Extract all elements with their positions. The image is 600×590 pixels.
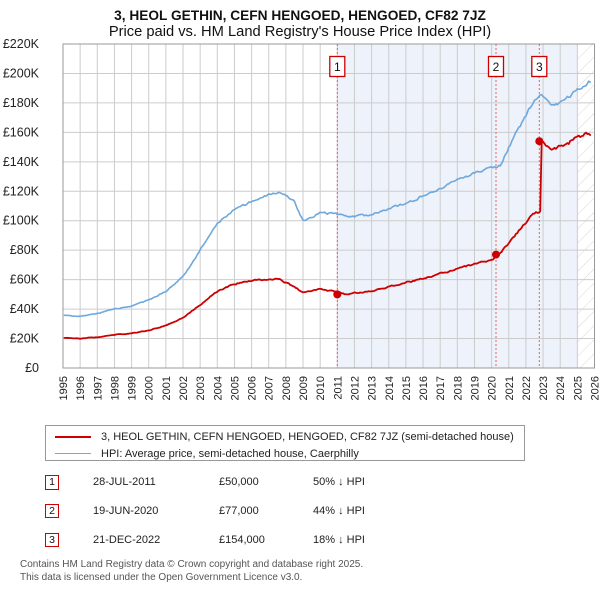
svg-text:2: 2 <box>493 60 500 74</box>
svg-text:2015: 2015 <box>401 376 413 400</box>
svg-text:2016: 2016 <box>418 376 430 400</box>
svg-text:2011: 2011 <box>332 376 344 400</box>
svg-text:2005: 2005 <box>229 376 241 400</box>
svg-text:2025: 2025 <box>572 376 584 400</box>
svg-text:2024: 2024 <box>555 376 567 400</box>
svg-text:£120K: £120K <box>3 184 40 198</box>
svg-text:2018: 2018 <box>452 376 464 400</box>
svg-text:2021: 2021 <box>504 376 516 400</box>
svg-text:£200K: £200K <box>3 66 40 80</box>
svg-text:2022: 2022 <box>521 376 533 400</box>
svg-text:£160K: £160K <box>3 125 40 139</box>
svg-text:1997: 1997 <box>92 376 104 400</box>
svg-text:2003: 2003 <box>195 376 207 400</box>
svg-text:£40K: £40K <box>10 302 40 316</box>
svg-text:£60K: £60K <box>10 273 40 287</box>
svg-text:2010: 2010 <box>315 376 327 400</box>
svg-text:2002: 2002 <box>178 376 190 400</box>
svg-text:£140K: £140K <box>3 155 40 169</box>
svg-text:1995: 1995 <box>58 376 70 400</box>
svg-text:1999: 1999 <box>127 376 139 400</box>
svg-text:£180K: £180K <box>3 96 40 110</box>
svg-text:2019: 2019 <box>469 376 481 400</box>
svg-text:£0: £0 <box>25 361 39 375</box>
svg-text:£20K: £20K <box>10 332 40 346</box>
svg-text:2008: 2008 <box>281 376 293 400</box>
svg-text:1998: 1998 <box>109 376 121 400</box>
svg-text:1996: 1996 <box>75 376 87 400</box>
svg-text:£80K: £80K <box>10 243 40 257</box>
svg-text:2026: 2026 <box>590 376 600 400</box>
svg-text:2004: 2004 <box>212 376 224 400</box>
svg-text:2013: 2013 <box>367 376 379 400</box>
svg-text:2023: 2023 <box>538 376 550 400</box>
svg-text:2012: 2012 <box>349 376 361 400</box>
svg-text:2020: 2020 <box>487 376 499 400</box>
svg-text:2009: 2009 <box>298 376 310 400</box>
svg-text:2017: 2017 <box>435 376 447 400</box>
svg-text:1: 1 <box>334 60 341 74</box>
svg-text:3: 3 <box>536 60 543 74</box>
svg-text:2007: 2007 <box>264 376 276 400</box>
svg-text:£100K: £100K <box>3 214 40 228</box>
svg-text:2014: 2014 <box>384 376 396 400</box>
svg-text:2006: 2006 <box>247 376 259 400</box>
svg-text:2000: 2000 <box>144 376 156 400</box>
svg-text:2001: 2001 <box>161 376 173 400</box>
